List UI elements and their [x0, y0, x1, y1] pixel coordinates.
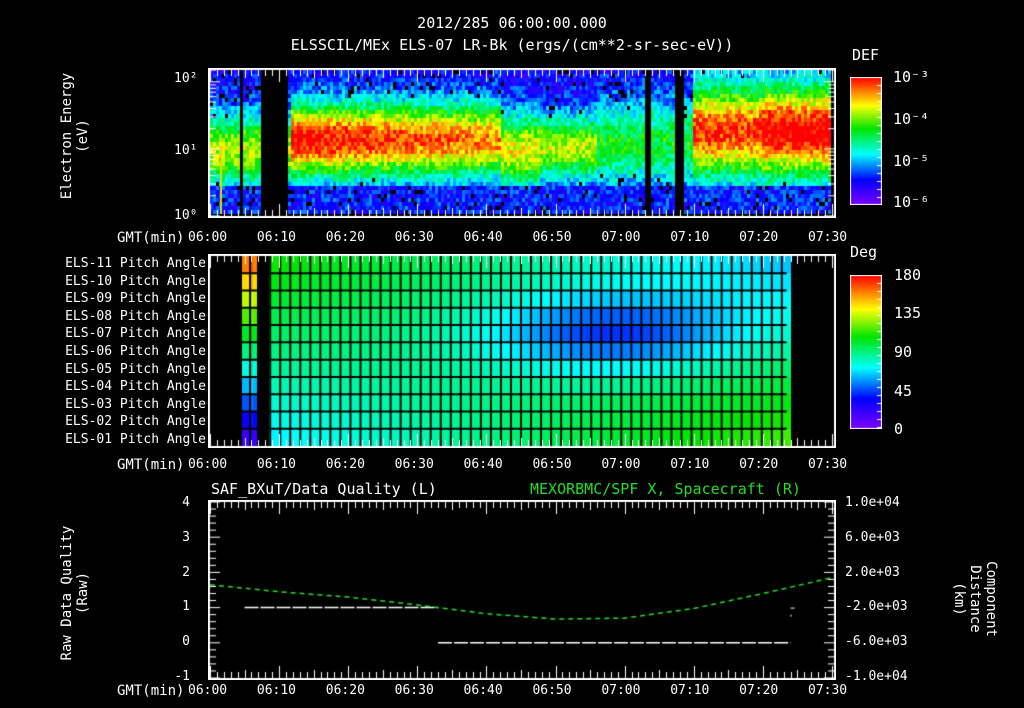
quality-yticks: 4 3 2 1 0 -1 [170, 0, 200, 708]
quality-ytick: 0 [182, 634, 190, 650]
energy-xticks: 06:00 06:10 06:20 06:30 06:40 06:50 07:00 07:10… [0, 230, 1024, 246]
quality-ylabel-line2: (Raw) [75, 571, 91, 615]
xtick-label: 06:30 [394, 457, 434, 472]
energy-ytick-100: 10² [174, 71, 198, 86]
xtick-label: 06:20 [325, 457, 365, 472]
def-colorbar-tick-1e-6: 10⁻⁶ [893, 193, 930, 211]
distance-ylabel: Component Distance (km) [930, 505, 1020, 675]
xtick-label: 07:30 [808, 230, 848, 245]
distance-ylabel-line2: (km) [951, 582, 967, 616]
distance-ytick: -2.0e+03 [845, 599, 908, 615]
deg-colorbar-title: Deg [850, 243, 878, 261]
quality-ytick: 2 [182, 564, 190, 580]
distance-yticks: 1.0e+04 6.0e+03 2.0e+03 -2.0e+03 -6.0e+03 -1.… [845, 0, 935, 708]
quality-ylabel-line1: Raw Data Quality [59, 525, 75, 661]
xtick-label: 06:50 [532, 683, 572, 698]
energy-ylabel: Electron Energy (eV) [20, 70, 130, 210]
plot-timestamp: 2012/285 06:00:00.000 [417, 14, 607, 32]
xtick-label: 06:20 [325, 230, 365, 245]
energy-ytick-1: 10⁰ [174, 208, 198, 223]
xtick-label: 06:00 [188, 230, 228, 245]
energy-spectrogram[interactable] [208, 68, 836, 218]
deg-colorbar-tick-180: 180 [894, 266, 922, 284]
energy-xlabel: GMT(min) [117, 230, 185, 246]
distance-ytick: 2.0e+03 [845, 564, 900, 580]
pitch-angle-row-label: ELS-03 Pitch Angle [65, 396, 206, 412]
xtick-label: 06:40 [463, 683, 503, 698]
quality-xticks: 06:00 06:10 06:20 06:30 06:40 06:50 07:00 07:10… [0, 683, 1024, 699]
def-colorbar-tick-1e-3: 10⁻³ [893, 68, 930, 86]
def-colorbar-title: DEF [852, 46, 880, 64]
pitch-angle-row-label: ELS-01 Pitch Angle [65, 432, 206, 447]
xtick-label: 07:10 [670, 457, 710, 472]
xtick-label: 06:00 [188, 457, 228, 472]
energy-ytick-10: 10¹ [174, 143, 198, 158]
pitch-angle-row-label: ELS-10 Pitch Angle [65, 273, 206, 289]
xtick-label: 06:10 [256, 457, 297, 472]
pitch-xlabel: GMT(min) [117, 457, 185, 473]
distance-ytick: 1.0e+04 [845, 495, 900, 510]
def-colorbar [850, 77, 882, 205]
energy-ylabel-line2: (eV) [75, 119, 91, 153]
pitch-angle-row-label: ELS-09 Pitch Angle [65, 291, 206, 307]
deg-colorbar-tick-90: 90 [894, 343, 913, 361]
energy-ylabel-line1: Electron Energy [59, 72, 75, 200]
pitch-angle-row-label: ELS-07 Pitch Angle [65, 326, 206, 342]
xtick-label: 07:00 [601, 230, 641, 245]
quality-xlabel: GMT(min) [117, 683, 185, 699]
quality-position-plot[interactable] [208, 500, 836, 680]
xtick-label: 07:00 [601, 457, 641, 472]
deg-colorbar-tick-135: 135 [894, 304, 922, 322]
def-colorbar-tick-1e-5: 10⁻⁵ [893, 152, 930, 170]
xtick-label: 07:20 [739, 230, 779, 245]
pitch-angle-grid[interactable] [208, 254, 836, 448]
xtick-label: 06:10 [256, 230, 297, 245]
pitch-angle-row-label: ELS-02 Pitch Angle [65, 414, 206, 430]
quality-ytick: -1 [174, 669, 190, 684]
xtick-label: 07:20 [739, 457, 779, 472]
xtick-label: 06:30 [394, 683, 434, 698]
pitch-angle-row-label: ELS-06 Pitch Angle [65, 344, 206, 359]
xtick-label: 06:30 [394, 230, 434, 245]
xtick-label: 07:30 [808, 457, 848, 472]
xtick-label: 06:40 [463, 457, 503, 472]
plot-subtitle: ELSSCIL/MEx ELS-07 LR-Bk (ergs/(cm**2-sr… [290, 36, 734, 54]
deg-colorbar-tick-0: 0 [894, 420, 904, 438]
xtick-label: 07:20 [739, 683, 779, 698]
distance-ylabel-line1: Component Distance [967, 561, 999, 637]
spacecraft-title: MEXORBMC/SPF X, Spacecraft (R) [530, 480, 801, 498]
quality-title: SAF_BXuT/Data Quality (L) [211, 480, 437, 498]
xtick-label: 06:10 [256, 683, 297, 698]
xtick-label: 06:50 [532, 230, 572, 245]
def-colorbar-tick-1e-4: 10⁻⁴ [893, 110, 930, 128]
pitch-angle-row-label: ELS-04 Pitch Angle [65, 379, 206, 395]
pitch-angle-row-label: ELS-08 Pitch Angle [65, 308, 206, 324]
xtick-label: 07:30 [808, 683, 848, 698]
xtick-label: 06:50 [532, 457, 572, 472]
quality-ytick: 4 [182, 495, 190, 510]
xtick-label: 06:20 [325, 683, 365, 698]
xtick-label: 07:10 [670, 230, 710, 245]
xtick-label: 07:10 [670, 683, 710, 698]
distance-ytick: 6.0e+03 [845, 529, 900, 545]
deg-colorbar-tick-45: 45 [894, 382, 913, 400]
xtick-label: 07:00 [601, 683, 641, 698]
deg-colorbar [850, 275, 882, 429]
xtick-label: 06:40 [463, 230, 503, 245]
pitch-xticks: 06:00 06:10 06:20 06:30 06:40 06:50 07:00 07:10… [0, 457, 1024, 473]
pitch-angle-row-label: ELS-05 Pitch Angle [65, 361, 206, 377]
distance-ytick: -6.0e+03 [845, 634, 908, 650]
quality-ytick: 3 [182, 529, 190, 545]
quality-ylabel: Raw Data Quality (Raw) [20, 515, 130, 675]
quality-ytick: 1 [182, 599, 190, 615]
xtick-label: 06:00 [188, 683, 228, 698]
pitch-angle-row-label: ELS-11 Pitch Angle [65, 256, 206, 271]
distance-ytick: -1.0e+04 [845, 669, 908, 684]
